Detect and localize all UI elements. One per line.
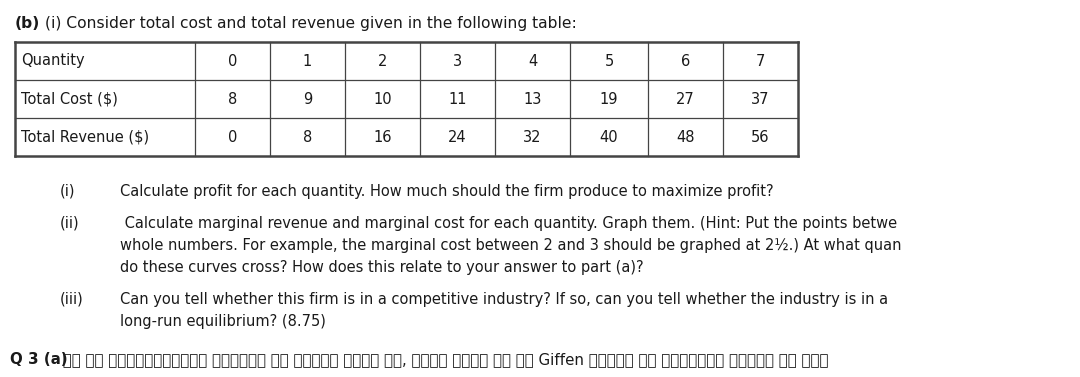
Text: 24: 24 [448, 130, 467, 144]
Text: आय और प्रतिस्थापन प्रभाव का उपयोग करते हए, इसकी मांग पर एक Giffen वस्तु और निकृष: आय और प्रतिस्थापन प्रभाव का उपयोग करते ह… [58, 352, 828, 367]
Text: long-run equilibrium? (8.75): long-run equilibrium? (8.75) [120, 314, 326, 329]
Text: 1: 1 [302, 54, 312, 69]
Text: 10: 10 [374, 92, 392, 106]
Text: (i): (i) [60, 184, 76, 199]
Text: 32: 32 [523, 130, 542, 144]
Text: Calculate profit for each quantity. How much should the firm produce to maximize: Calculate profit for each quantity. How … [120, 184, 773, 199]
Text: Can you tell whether this firm is in a competitive industry? If so, can you tell: Can you tell whether this firm is in a c… [120, 292, 888, 307]
Text: Quantity: Quantity [21, 54, 84, 69]
Text: 27: 27 [676, 92, 694, 106]
Text: Total Cost ($): Total Cost ($) [21, 92, 118, 106]
Text: 37: 37 [752, 92, 770, 106]
Text: (iii): (iii) [60, 292, 84, 307]
Text: Total Revenue ($): Total Revenue ($) [21, 130, 149, 144]
Text: 6: 6 [680, 54, 690, 69]
Text: (i) Consider total cost and total revenue given in the following table:: (i) Consider total cost and total revenu… [40, 16, 577, 31]
Text: 8: 8 [302, 130, 312, 144]
Text: 56: 56 [752, 130, 770, 144]
Text: 8: 8 [228, 92, 238, 106]
Text: 11: 11 [448, 92, 467, 106]
Text: (b): (b) [15, 16, 40, 31]
Text: Q 3 (a): Q 3 (a) [10, 352, 68, 367]
Text: 4: 4 [528, 54, 537, 69]
Text: 0: 0 [228, 130, 238, 144]
Text: 19: 19 [599, 92, 618, 106]
Text: 2: 2 [378, 54, 388, 69]
Text: 0: 0 [228, 54, 238, 69]
Text: 48: 48 [676, 130, 694, 144]
Text: whole numbers. For example, the marginal cost between 2 and 3 should be graphed : whole numbers. For example, the marginal… [120, 238, 902, 253]
Text: 16: 16 [374, 130, 392, 144]
Text: 13: 13 [524, 92, 542, 106]
Text: 5: 5 [605, 54, 613, 69]
Text: 40: 40 [599, 130, 619, 144]
Text: do these curves cross? How does this relate to your answer to part (a)?: do these curves cross? How does this rel… [120, 260, 644, 275]
Text: 3: 3 [453, 54, 462, 69]
Text: 9: 9 [302, 92, 312, 106]
Text: (ii): (ii) [60, 216, 80, 231]
Text: Calculate marginal revenue and marginal cost for each quantity. Graph them. (Hin: Calculate marginal revenue and marginal … [120, 216, 897, 231]
Text: 7: 7 [756, 54, 766, 69]
